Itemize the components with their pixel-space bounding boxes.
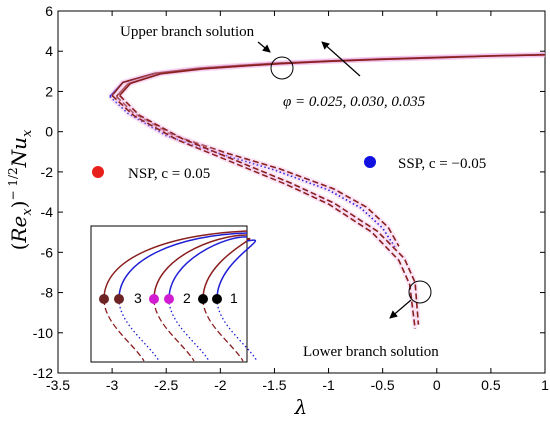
inset-lower-curve [103,298,145,362]
y-label-nu: Nu [7,137,31,168]
x-tick-label: 0 [433,377,441,393]
inset-panel: 3 2 1 [90,225,258,363]
series-line-ssp-lower [115,95,400,247]
inset-lower-curve [168,298,210,362]
y-tick-label: 0 [45,124,53,140]
ssp-marker [364,156,376,168]
y-label-nu-sub: x [20,129,35,137]
y-tick-label: -12 [33,365,53,381]
inset-curves [99,230,258,362]
plot-area-frame [57,10,546,374]
y-label-re-sub: x [20,208,35,216]
x-tick-label: 0.5 [481,377,501,393]
inset-turning-point [149,294,159,304]
inset-frame [90,225,248,363]
nsp-marker [92,166,104,178]
x-tick-label: -3.5 [46,377,70,393]
inset-upper-curve [168,236,248,300]
svg-text:(Rex)− 1/2Nux: (Rex)− 1/2Nux [6,129,35,250]
inset-turning-point [99,294,109,304]
phi-arrow [321,41,361,77]
inset-label-3: 3 [134,290,142,306]
inset-turning-point [212,294,222,304]
ssp-label: SSP, c = −0.05 [398,156,486,172]
series-line-nsp-lower [119,94,420,325]
x-tick-label: -1.5 [262,377,286,393]
y-tick-label: 4 [45,43,53,59]
x-tick-label: 1 [541,377,549,393]
y-axis-label: (Rex)− 1/2Nux [6,129,35,250]
series-layer [108,52,545,330]
inset-label-1: 1 [230,290,238,306]
x-axis-ticks: -3.5 -3 -2.5 -2 -1.5 -1 -0.5 0 0.5 1 [46,11,549,393]
upper-branch-circle [270,56,294,80]
inset-upper-curve [118,232,248,300]
inset-lower-curve [118,298,160,362]
y-tick-label: -10 [33,325,53,341]
lower-branch-label: Lower branch solution [303,344,439,360]
lower-branch-circle [408,280,432,304]
x-tick-label: -3 [106,377,119,393]
inset-upper-curve [216,239,256,300]
x-tick-label: -1 [322,377,335,393]
y-label-exponent: − 1/2 [6,167,20,200]
y-tick-label: -6 [41,244,54,260]
inset-lower-curve [153,298,195,362]
phi-label: φ = 0.025, 0.030, 0.035 [283,94,426,110]
y-axis-ticks: -12 -10 -8 -6 -4 -2 0 2 4 6 [33,3,545,381]
inset-lower-curve [216,298,258,362]
lower-branch-arrow [389,299,412,319]
y-tick-label: -4 [41,204,54,220]
upper-branch-arrow [257,41,271,53]
inset-upper-curve [103,230,248,300]
series-line-ssp-lower [109,95,397,249]
x-tick-label: -2 [214,377,227,393]
y-tick-label: 2 [45,83,53,99]
y-label-open: ( [7,243,31,251]
upper-branch-label: Upper branch solution [120,24,255,40]
inset-upper-curve [202,237,251,300]
x-axis-label: λ [294,395,308,419]
nsp-label: NSP, c = 0.05 [128,166,210,182]
y-tick-label: 6 [45,3,53,19]
y-tick-label: -2 [41,164,54,180]
series-line-nsp-upper [119,54,545,97]
y-label-re: Re [7,216,31,244]
inset-upper-curve [153,234,248,300]
series-line-nsp-lower [111,94,416,329]
x-tick-label: -2.5 [154,377,178,393]
y-label-close: ) [7,201,31,209]
x-tick-label: -0.5 [371,377,395,393]
inset-turning-point [164,294,174,304]
inset-turning-point [114,294,124,304]
inset-turning-point [198,294,208,304]
inset-lower-curve [202,298,244,362]
y-tick-label: -8 [41,285,54,301]
inset-label-2: 2 [183,290,191,306]
